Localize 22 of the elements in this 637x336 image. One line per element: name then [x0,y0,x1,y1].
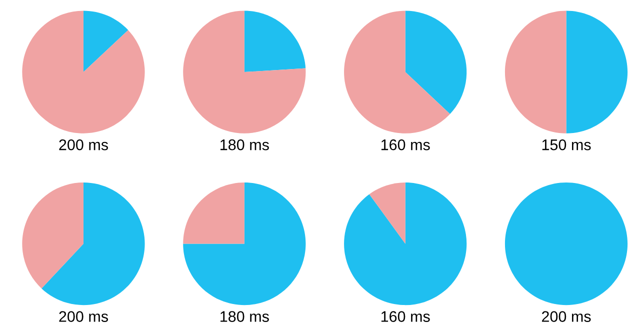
pie-slice [183,10,306,134]
pie-slice [566,10,628,134]
pie-slice [42,182,145,306]
text: 180 ms [220,139,269,150]
text: 200 ms [542,311,591,322]
text: 160 ms [381,311,430,322]
text: 200 ms [59,311,108,322]
pie-slice [344,182,467,306]
pie-slice [369,182,406,244]
pie-slice [183,182,306,306]
text: 200 ms [59,139,108,150]
pie-slice [183,182,244,244]
text: 180 ms [220,311,269,322]
pie-slice [244,10,306,72]
pie-slice [504,10,566,134]
pie-slice [344,10,450,134]
pie-slice [22,182,84,288]
pie-slice [22,10,145,134]
text: 160 ms [381,139,430,150]
text: 150 ms [542,139,591,150]
pie-slice [405,10,467,114]
pie-slice [83,10,128,72]
